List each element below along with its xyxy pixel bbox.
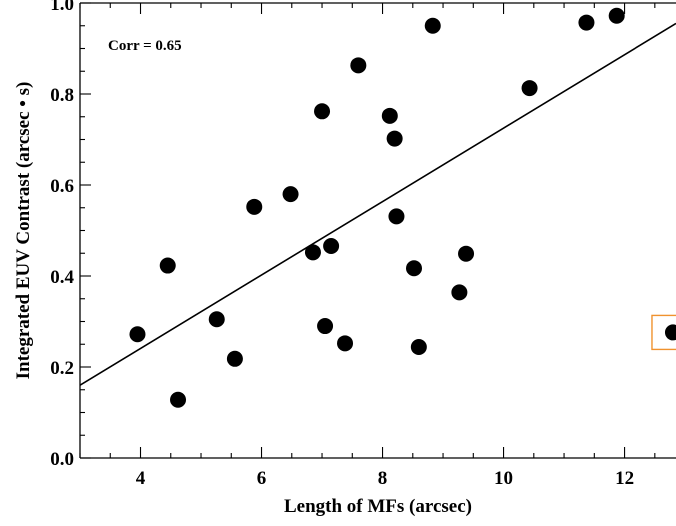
axis-labels: Length of MFs (arcsec) Integrated EUV Co… [13, 38, 472, 517]
data-point [129, 326, 146, 343]
x-tick-label: 8 [378, 468, 388, 489]
x-tick-label: 10 [494, 468, 513, 489]
data-point [323, 237, 340, 254]
data-point [424, 17, 441, 34]
highlight-box [651, 314, 676, 351]
data-point [159, 257, 176, 274]
data-point [451, 284, 468, 301]
data-point [578, 14, 595, 31]
data-point [317, 318, 334, 335]
data-point [386, 130, 403, 147]
fit-line-group [80, 22, 676, 386]
data-point [337, 335, 354, 352]
y-tick-label: 0.4 [50, 267, 74, 288]
data-point [226, 350, 243, 367]
data-point [458, 245, 475, 262]
data-point [521, 80, 538, 97]
y-tick-label: 0.8 [50, 85, 74, 106]
data-point [282, 186, 299, 203]
data-point [314, 103, 331, 120]
y-tick-label: 0.6 [50, 176, 74, 197]
correlation-annotation: Corr = 0.65 [108, 38, 182, 54]
data-point [246, 198, 263, 215]
y-tick-label: 1.0 [50, 0, 74, 15]
data-point [406, 260, 423, 277]
data-point [208, 311, 225, 328]
x-axis-label: Length of MFs (arcsec) [284, 496, 472, 517]
x-tick-label: 4 [136, 468, 146, 489]
regression-line [80, 22, 676, 386]
y-tick-label: 0.0 [50, 449, 74, 470]
data-point [170, 391, 187, 408]
data-points [129, 7, 676, 408]
data-point [410, 338, 427, 355]
y-tick-label: 0.2 [50, 358, 74, 379]
y-axis-label: Integrated EUV Contrast (arcsec • s) [13, 82, 34, 380]
data-point [388, 208, 405, 225]
axes: 4 6 8 10 12 0.0 0.2 0.4 0.6 0.8 1.0 [50, 0, 676, 489]
data-point [350, 57, 367, 74]
data-point [664, 324, 676, 341]
data-point [304, 244, 321, 261]
data-point [608, 7, 625, 24]
data-point [381, 107, 398, 124]
x-tick-label: 12 [615, 468, 634, 489]
x-tick-label: 6 [257, 468, 267, 489]
